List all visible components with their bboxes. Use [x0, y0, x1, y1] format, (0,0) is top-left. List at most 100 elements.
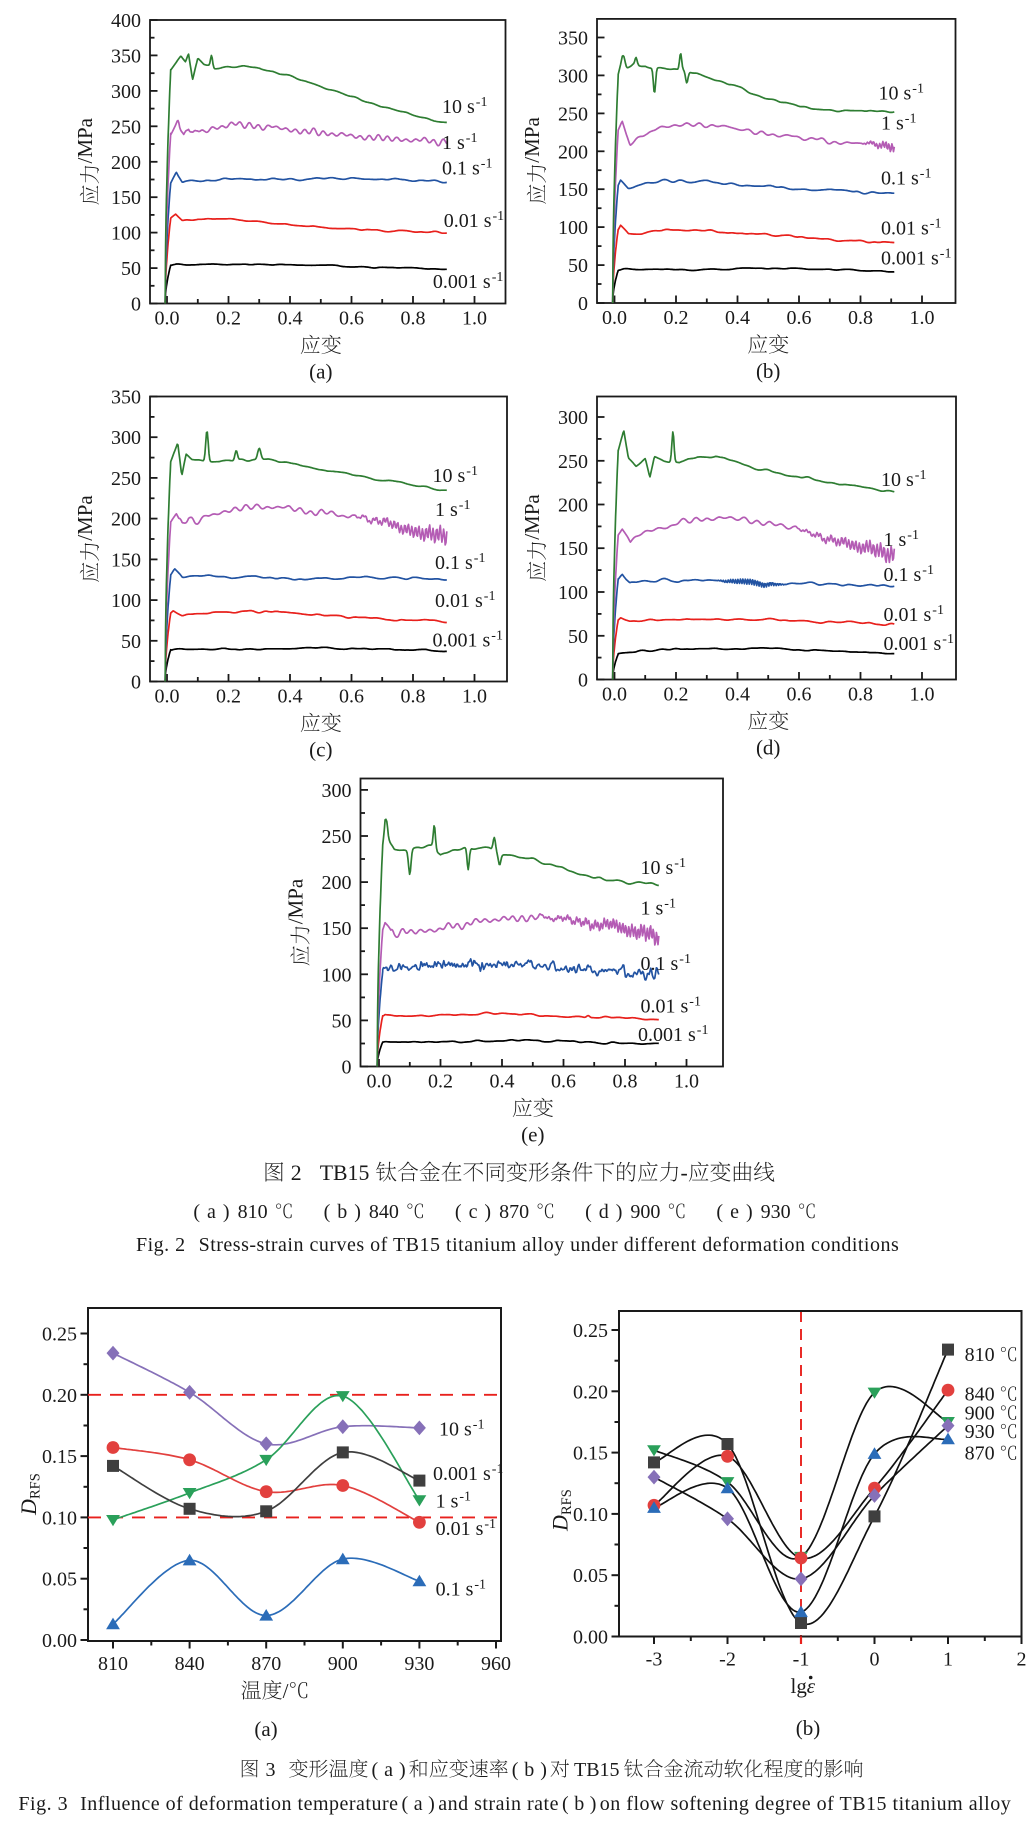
svg-text:0.10: 0.10 [42, 1507, 77, 1529]
svg-text:0.1 s: 0.1 s [436, 1579, 474, 1601]
svg-text:a: a [414, 1793, 423, 1815]
svg-text:-1: -1 [466, 464, 478, 479]
svg-text:a: a [384, 1759, 393, 1781]
svg-text:0.2: 0.2 [428, 1071, 453, 1093]
svg-text:0.1 s: 0.1 s [881, 168, 919, 190]
svg-text:150: 150 [558, 179, 588, 201]
svg-text:-1: -1 [493, 209, 505, 224]
svg-text:840: 840 [175, 1653, 205, 1675]
svg-text:(b): (b) [796, 1716, 821, 1740]
svg-text:(: ( [585, 1201, 592, 1223]
svg-text:300: 300 [111, 81, 141, 103]
svg-text:d: d [599, 1201, 609, 1223]
svg-text:0.6: 0.6 [339, 308, 364, 330]
svg-text:0: 0 [131, 672, 141, 694]
svg-text:TB15: TB15 [574, 1759, 620, 1781]
svg-text:lg: lg [791, 1674, 808, 1698]
svg-text:): ) [399, 1759, 406, 1781]
svg-text:100: 100 [111, 590, 141, 612]
svg-text:-1: -1 [466, 131, 478, 146]
svg-text:350: 350 [111, 45, 141, 67]
svg-text:150: 150 [558, 538, 588, 560]
svg-text:1 s: 1 s [436, 1491, 459, 1513]
svg-text:-1: -1 [679, 952, 691, 967]
svg-text:b: b [337, 1201, 347, 1223]
svg-text:200: 200 [322, 872, 352, 894]
svg-text:0: 0 [578, 293, 588, 315]
svg-text:1 s: 1 s [442, 132, 465, 154]
svg-text:100: 100 [558, 582, 588, 604]
svg-text:e: e [730, 1201, 739, 1223]
svg-text:/: / [283, 1679, 289, 1703]
svg-text:RFS: RFS [559, 1489, 575, 1515]
svg-text:TB15: TB15 [320, 1161, 370, 1185]
svg-text:/MPa: /MPa [73, 495, 97, 541]
svg-text:810: 810 [965, 1344, 995, 1366]
svg-text:-1: -1 [940, 247, 952, 262]
svg-text:/MPa: /MPa [520, 494, 544, 540]
svg-text:100: 100 [111, 223, 141, 245]
svg-text:-1: -1 [942, 632, 954, 647]
svg-text:200: 200 [558, 495, 588, 517]
svg-text:0.05: 0.05 [42, 1569, 77, 1591]
svg-text:(: ( [193, 1201, 200, 1223]
svg-text:-1: -1 [491, 629, 503, 644]
svg-text:0.10: 0.10 [573, 1504, 608, 1526]
svg-text:930: 930 [761, 1201, 791, 1223]
svg-text:-1: -1 [492, 270, 504, 285]
svg-text:-: - [681, 1161, 688, 1185]
svg-text:0: 0 [342, 1057, 352, 1079]
svg-text:200: 200 [111, 509, 141, 531]
svg-text:and strain rate: and strain rate [438, 1793, 559, 1815]
svg-text:0.1 s: 0.1 s [884, 564, 922, 586]
svg-text:0.4: 0.4 [725, 307, 750, 329]
svg-text:-2: -2 [719, 1649, 736, 1671]
svg-text:): ) [484, 1201, 491, 1223]
svg-text:-1: -1 [459, 1490, 471, 1505]
svg-text:/MPa: /MPa [284, 878, 308, 924]
svg-text:870: 870 [499, 1201, 529, 1223]
svg-text:-1: -1 [481, 157, 493, 172]
svg-text:(a): (a) [309, 360, 332, 384]
svg-text:0.0: 0.0 [155, 308, 180, 330]
svg-text:300: 300 [558, 65, 588, 87]
svg-text:-1: -1 [915, 468, 927, 483]
svg-text:(: ( [512, 1759, 519, 1781]
svg-text:10 s: 10 s [439, 1419, 472, 1441]
svg-text:): ) [590, 1793, 597, 1815]
svg-text:0.8: 0.8 [848, 684, 873, 706]
svg-text:(e): (e) [521, 1123, 544, 1147]
svg-text:250: 250 [322, 826, 352, 848]
svg-text:0.20: 0.20 [573, 1381, 608, 1403]
svg-text:1.0: 1.0 [462, 308, 487, 330]
svg-text:810: 810 [98, 1653, 128, 1675]
svg-text:): ) [428, 1793, 435, 1815]
svg-text:250: 250 [558, 451, 588, 473]
svg-text:D: D [16, 1499, 41, 1516]
svg-text:10 s: 10 s [641, 857, 674, 879]
svg-text:350: 350 [558, 28, 588, 50]
svg-text:0.01 s: 0.01 s [884, 604, 932, 626]
svg-text:930: 930 [404, 1653, 434, 1675]
svg-text:-1: -1 [474, 1578, 486, 1593]
svg-text:900: 900 [965, 1403, 995, 1425]
svg-text:200: 200 [558, 141, 588, 163]
svg-text:0.01 s: 0.01 s [435, 590, 483, 612]
svg-text:0.1 s: 0.1 s [442, 158, 480, 180]
svg-text:0.1 s: 0.1 s [641, 953, 679, 975]
svg-text:-1: -1 [484, 1517, 496, 1532]
svg-text:0.25: 0.25 [573, 1320, 608, 1342]
svg-text:-1: -1 [697, 1023, 709, 1038]
svg-text:810: 810 [238, 1201, 268, 1223]
svg-text:-1: -1 [474, 551, 486, 566]
svg-text:Influence of deformation tempe: Influence of deformation temperature [80, 1793, 398, 1815]
svg-text:50: 50 [568, 255, 588, 277]
svg-text:(d): (d) [756, 736, 781, 760]
svg-text:10 s: 10 s [881, 469, 914, 491]
svg-text:50: 50 [121, 631, 141, 653]
svg-text:0.8: 0.8 [401, 308, 426, 330]
svg-text:0.0: 0.0 [602, 307, 627, 329]
svg-text:-1: -1 [932, 603, 944, 618]
svg-text:930: 930 [965, 1421, 995, 1443]
svg-text:1.0: 1.0 [910, 684, 935, 706]
